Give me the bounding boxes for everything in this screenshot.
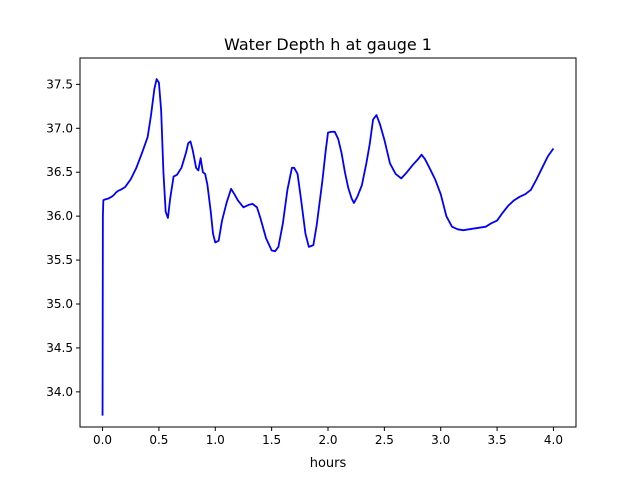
x-tick-label: 4.0 <box>544 433 563 447</box>
y-tick-label: 37.5 <box>46 77 73 91</box>
x-axis-label: hours <box>310 456 347 471</box>
chart-title: Water Depth h at gauge 1 <box>224 35 432 54</box>
x-tick-label: 3.0 <box>431 433 450 447</box>
y-axis: 34.0 34.5 35.0 35.5 36.0 36.5 37.0 37.5 <box>46 77 80 399</box>
x-axis: 0.0 0.5 1.0 1.5 2.0 2.5 3.0 3.5 4.0 <box>93 427 563 447</box>
y-tick-label: 37.0 <box>46 121 73 135</box>
y-tick-label: 34.5 <box>46 341 73 355</box>
y-tick-label: 36.0 <box>46 209 73 223</box>
y-tick-label: 35.5 <box>46 253 73 267</box>
x-tick-label: 2.0 <box>318 433 337 447</box>
series-line-0 <box>101 78 555 416</box>
x-tick-label: 1.5 <box>262 433 281 447</box>
x-tick-label: 3.5 <box>488 433 507 447</box>
y-tick-label: 34.0 <box>46 385 73 399</box>
y-tick-label: 35.0 <box>46 297 73 311</box>
x-tick-label: 0.5 <box>149 433 168 447</box>
x-tick-label: 1.0 <box>206 433 225 447</box>
x-tick-label: 2.5 <box>375 433 394 447</box>
y-tick-label: 36.5 <box>46 165 73 179</box>
x-tick-label: 0.0 <box>93 433 112 447</box>
